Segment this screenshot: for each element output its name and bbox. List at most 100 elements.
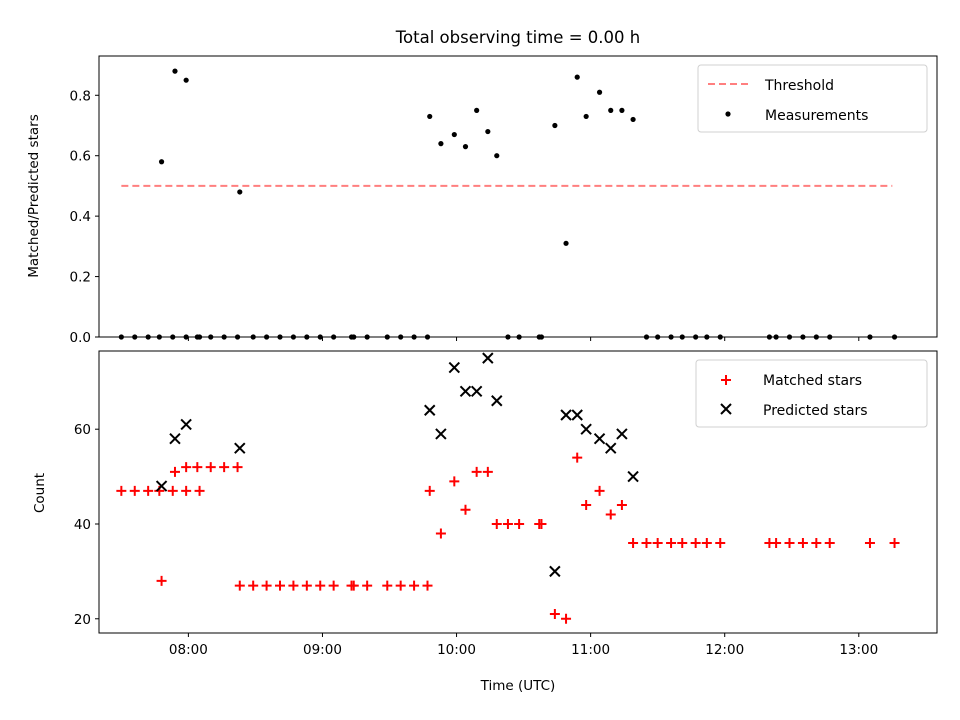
predicted-star-point — [155, 480, 168, 492]
measurement-point — [474, 107, 480, 113]
legend-predicted-label: Predicted stars — [763, 403, 868, 419]
legend-measurements-label: Measurements — [765, 108, 868, 124]
predicted-star-point — [560, 409, 572, 421]
matched-star-point — [194, 485, 205, 496]
measurement-point — [237, 189, 243, 195]
x-tick-label: 09:00 — [303, 642, 342, 658]
y-tick-label: 0.0 — [70, 330, 91, 346]
measurement-point — [494, 153, 500, 159]
matched-star-point — [382, 580, 393, 591]
matched-star-point — [594, 485, 605, 496]
count-plot-area: 20 40 60 08:00 09:00 10:00 11:00 12:00 13:00 — [74, 352, 900, 658]
measurement-point — [158, 159, 165, 165]
matched-star-point — [572, 452, 583, 463]
measurement-point — [485, 128, 491, 135]
measurement-point — [172, 68, 178, 74]
measurement-point — [608, 107, 614, 113]
y-tick-label: 20 — [74, 612, 91, 628]
predicted-star-point — [435, 428, 447, 440]
matched-star-point — [811, 537, 822, 548]
matched-star-point — [652, 537, 663, 548]
y-tick-label: 0.6 — [70, 149, 91, 165]
matched-star-point — [641, 537, 652, 548]
ratio-legend: Threshold Measurements — [697, 64, 928, 133]
matched-star-point — [181, 485, 192, 496]
matched-star-point — [301, 580, 312, 591]
measurement-point — [427, 113, 433, 120]
matched-star-point — [715, 537, 726, 548]
matched-star-point — [275, 580, 286, 591]
predicted-star-point — [627, 470, 639, 483]
measurement-point — [596, 89, 603, 95]
matched-star-point — [502, 518, 513, 529]
measurement-point — [438, 141, 444, 147]
measurement-point — [462, 144, 469, 150]
measurement-point — [552, 122, 558, 129]
predicted-star-point — [169, 432, 181, 445]
matched-star-point — [628, 537, 639, 548]
predicted-star-point — [180, 418, 192, 431]
matched-star-point — [701, 537, 712, 548]
predicted-star-point — [470, 385, 483, 397]
matched-star-point — [460, 504, 471, 515]
matched-star-point — [536, 518, 547, 529]
matched-star-point — [169, 466, 180, 477]
matched-star-point — [288, 580, 299, 591]
predicted-star-point — [580, 423, 592, 435]
predicted-star-point — [482, 352, 494, 364]
matched-star-point — [143, 485, 154, 496]
measurement-point — [183, 77, 189, 83]
matched-star-point — [232, 462, 243, 473]
matched-star-point — [666, 537, 677, 548]
count-plot-frame — [98, 350, 938, 634]
matched-star-point — [616, 500, 627, 511]
matched-star-point — [248, 580, 259, 591]
matched-star-point — [348, 580, 359, 591]
predicted-star-point — [571, 409, 583, 421]
ratio-panel: Total observing time = 0.00 h Matched/Pr… — [26, 28, 938, 346]
matched-star-point — [205, 462, 216, 473]
predicted-star-point — [593, 432, 606, 445]
measurement-point — [619, 107, 625, 113]
matched-star-point — [167, 485, 178, 496]
chart-title: Total observing time = 0.00 h — [395, 28, 640, 47]
matched-star-point — [482, 466, 493, 477]
matched-star-point — [784, 537, 795, 548]
predicted-star-point — [605, 442, 617, 454]
x-tick-label: 12:00 — [705, 642, 744, 658]
predicted-star-point — [491, 395, 503, 407]
measurement-point — [630, 116, 636, 123]
measurement-point — [574, 74, 580, 80]
matched-star-point — [471, 466, 482, 477]
legend-matched-swatch — [721, 375, 731, 385]
matched-star-point — [362, 580, 373, 591]
x-tick-label: 08:00 — [169, 642, 208, 658]
count-panel: Count Time (UTC) 20 40 60 08:00 09:00 10:00 11… — [32, 350, 938, 694]
matched-star-point — [491, 518, 502, 529]
predicted-star-point — [549, 565, 561, 578]
matched-star-point — [824, 537, 835, 548]
predicted-star-point — [616, 428, 628, 440]
matched-star-point — [864, 537, 875, 548]
matched-star-point — [129, 485, 140, 496]
matched-star-point — [192, 462, 203, 473]
legend-predicted-swatch — [720, 403, 732, 415]
matched-star-point — [435, 528, 446, 539]
matched-star-point — [116, 485, 127, 496]
measurement-point — [563, 240, 569, 246]
matched-star-point — [677, 537, 688, 548]
predicted-star-point — [424, 404, 436, 416]
matched-star-point — [395, 580, 406, 591]
x-tick-label: 10:00 — [437, 642, 476, 658]
matched-star-point — [315, 580, 326, 591]
legend-box — [695, 359, 928, 428]
matched-star-point — [181, 462, 192, 473]
x-tick-label: 13:00 — [839, 642, 878, 658]
y-axis-label: Matched/Predicted stars — [26, 114, 42, 277]
x-tick-label: 11:00 — [571, 642, 610, 658]
legend-box — [697, 64, 928, 133]
y-tick-label: 0.4 — [70, 209, 91, 225]
legend-measurements-swatch — [725, 111, 731, 117]
ratio-plot-area: 0.0 0.2 0.4 0.6 0.8 — [70, 68, 898, 346]
